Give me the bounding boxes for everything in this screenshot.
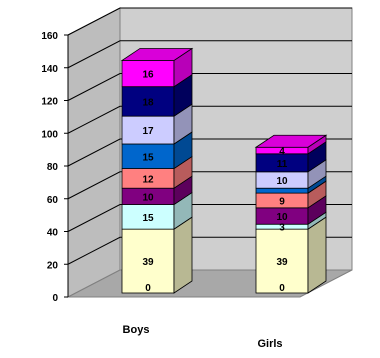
- y-tick-label: 20: [47, 260, 59, 271]
- bar-stack-boys: [120, 47, 194, 294]
- data-label: 17: [142, 126, 154, 137]
- data-label: 3: [279, 223, 285, 234]
- y-tick-label: 60: [47, 195, 59, 206]
- data-label: 18: [142, 97, 154, 108]
- bar-top: [120, 48, 194, 61]
- bar-segment: [255, 187, 309, 194]
- x-category-label: Girls: [257, 338, 282, 350]
- bar-segment: [121, 143, 175, 169]
- y-tick-label: 120: [41, 97, 58, 108]
- bar-segment: [121, 86, 175, 117]
- x-category-label: Boys: [123, 324, 150, 336]
- data-label: 0: [145, 283, 151, 294]
- data-label: 4: [279, 147, 285, 158]
- data-label: 15: [142, 152, 154, 163]
- data-label: 12: [142, 174, 154, 185]
- data-label: 10: [276, 176, 288, 187]
- gridline: [67, 73, 352, 101]
- y-tick-label: 0: [52, 293, 58, 304]
- y-tick-label: 140: [41, 64, 58, 75]
- y-tick-label: 40: [47, 228, 59, 239]
- data-label: 15: [142, 213, 154, 224]
- y-tick-label: 100: [41, 129, 58, 140]
- data-label: 39: [142, 257, 154, 268]
- data-label: 16: [142, 70, 154, 81]
- bar-stack-girls: [254, 134, 328, 294]
- data-label: 0: [279, 283, 285, 294]
- bar-top: [254, 134, 328, 148]
- data-label: 9: [279, 196, 285, 207]
- data-label: 10: [276, 212, 288, 223]
- bar-stacks: [120, 47, 328, 294]
- y-tick-label: 80: [47, 162, 59, 173]
- bar-segment: [121, 228, 175, 294]
- bar-segment-side: [307, 216, 327, 294]
- y-tick-label: 160: [41, 31, 58, 42]
- gridline: [67, 105, 352, 134]
- y-axis: 0 20 40 60 80 100 120 140 160: [41, 31, 69, 304]
- gridline: [67, 40, 352, 69]
- data-label: 39: [276, 257, 288, 268]
- gridline: [67, 7, 352, 36]
- bar-segment-side: [173, 216, 193, 294]
- data-label: 11: [277, 159, 288, 170]
- bar-segment: [121, 115, 175, 145]
- data-label: 10: [142, 192, 154, 203]
